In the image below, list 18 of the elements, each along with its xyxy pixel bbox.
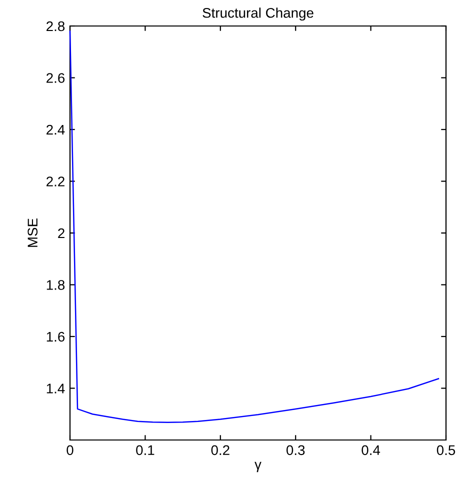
x-axis-title: γ bbox=[254, 462, 262, 472]
line-series bbox=[69, 30, 440, 424]
x-tick-label: 0.2 bbox=[211, 445, 230, 456]
y-tick-label: 2.8 bbox=[46, 21, 65, 32]
y-axis-title: MSE bbox=[28, 218, 38, 247]
x-tick-label: 0 bbox=[66, 445, 74, 456]
y-tick-label: 1.6 bbox=[46, 332, 65, 342]
y-tick-label: 2 bbox=[58, 228, 64, 238]
y-tick-label: 2.2 bbox=[46, 176, 64, 186]
y-tick-label: 2.4 bbox=[46, 124, 65, 135]
y-tick-label: 1.4 bbox=[46, 384, 65, 394]
x-tick-label: 0.5 bbox=[436, 445, 456, 456]
y-tick-label: 1.8 bbox=[46, 280, 65, 290]
y-tick-label: 2.6 bbox=[46, 73, 65, 83]
x-tick-label: 0.3 bbox=[286, 445, 305, 456]
x-tick-label: 0.1 bbox=[136, 445, 154, 456]
x-tick-label: 0.4 bbox=[362, 445, 380, 456]
chart-title: Structural Change bbox=[202, 8, 314, 21]
